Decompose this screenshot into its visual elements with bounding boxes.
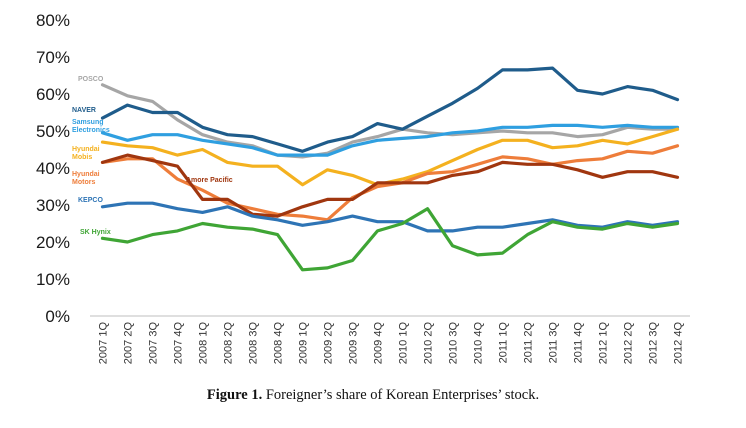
x-tick-label: 2010 1Q [398,322,410,365]
x-tick-label: 2011 4Q [573,322,585,364]
y-tick-label: 20% [36,233,70,252]
x-tick-label: 2010 2Q [423,322,435,365]
x-tick-label: 2007 3Q [148,322,160,365]
series-line-kepco [100,201,680,233]
series-label-hyundai-motors: Motors [72,179,95,186]
series-line-hyundai-motors [100,144,680,222]
series-label-hyundai-mobis: Hyundai [72,146,100,153]
x-tick-label: 2010 3Q [448,322,460,365]
y-tick-label: 10% [36,270,70,289]
x-tick-label: 2007 2Q [123,322,135,365]
series-label-posco: POSCO [78,76,104,83]
y-tick-label: 50% [36,122,70,141]
x-tick-label: 2008 2Q [223,322,235,365]
y-tick-label: 40% [36,159,70,178]
series-label-hyundai-mobis: Mobis [72,154,92,161]
line-chart: 0% 10% 20% 30% 40% 50% 60% 70% 80% POSCO NAVER Sam… [36,11,690,365]
x-tick-label: 2008 4Q [273,322,285,365]
series-label-samsung-electronics: Samsung [72,119,104,126]
x-tick-label: 2011 2Q [523,322,535,364]
x-tick-label: 2012 1Q [598,322,610,365]
series-line-naver [100,66,680,153]
series-label-amore-pacific: Amore Pacific [186,177,233,184]
x-tick-label: 2012 4Q [673,322,685,365]
x-tick-label: 2010 4Q [473,322,485,365]
y-axis: 0% 10% 20% 30% 40% 50% 60% 70% 80% [36,11,70,326]
caption-text: Foreigner’s share of Korean Enterprises’… [262,387,540,403]
x-tick-label: 2012 3Q [648,322,660,365]
series-labels: POSCONAVERSamsungElectronicsHyundaiMobis… [72,76,233,236]
x-tick-label: 2007 4Q [173,322,185,365]
x-tick-label: 2009 4Q [373,322,385,365]
figure-caption: Figure 1. Foreigner’s share of Korean En… [0,387,746,404]
series-label-hyundai-motors: Hyundai [72,171,100,178]
y-tick-label: 30% [36,196,70,215]
caption-label: Figure 1. [206,387,263,403]
x-axis: 2007 1Q 2007 2Q 2007 3Q 2007 4Q 2008 1Q 2008 … [98,322,685,365]
series-label-sk-hynix: SK Hynix [80,229,111,236]
y-tick-label: 0% [45,307,70,326]
series-line-sk-hynix [100,207,680,272]
y-tick-label: 60% [36,85,70,104]
series-line-amore-pacific [100,153,680,218]
series-layer [100,66,680,272]
series-label-naver: NAVER [72,107,96,114]
x-tick-label: 2009 2Q [323,322,335,365]
x-tick-label: 2009 3Q [348,322,360,365]
x-tick-label: 2009 1Q [298,322,310,365]
y-tick-label: 80% [36,11,70,30]
x-tick-label: 2011 1Q [498,322,510,364]
series-line-posco [100,83,680,159]
x-tick-label: 2008 3Q [248,322,260,365]
x-tick-label: 2011 3Q [548,322,560,364]
y-tick-label: 70% [36,48,70,67]
x-tick-label: 2012 2Q [623,322,635,365]
x-tick-label: 2007 1Q [98,322,110,365]
series-label-kepco: KEPCO [78,197,103,204]
series-line-samsung-electronics [100,123,680,157]
x-tick-label: 2008 1Q [198,322,210,365]
series-label-samsung-electronics: Electronics [72,127,110,134]
